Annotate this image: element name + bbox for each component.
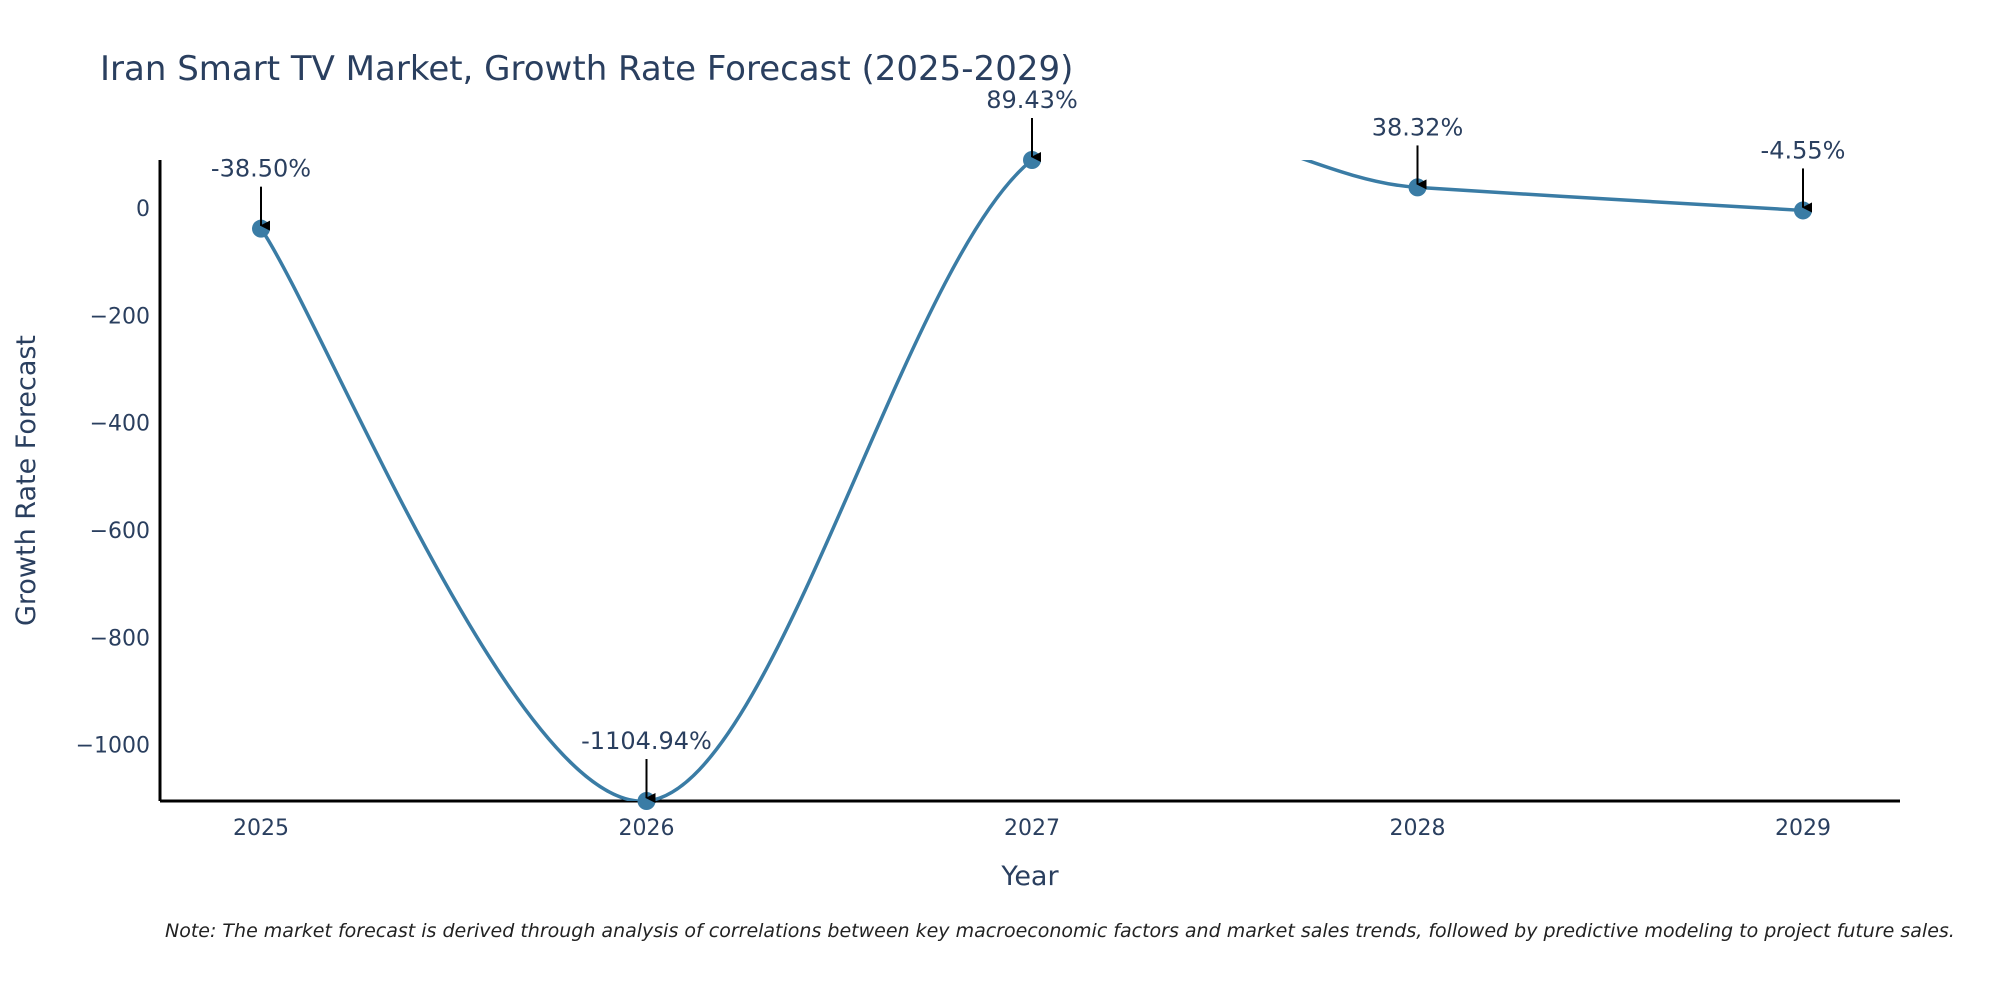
x-tick-label: 2026	[619, 816, 675, 841]
x-tick-label: 2025	[233, 816, 289, 841]
x-axis-ticks: 2025 2026 2027 2028 2029	[233, 816, 1831, 841]
y-tick-label: −1000	[76, 734, 150, 759]
y-tick-label: −800	[90, 626, 150, 651]
data-label: -4.55%	[1761, 136, 1846, 164]
y-tick-label: 0	[136, 197, 150, 222]
y-axis-title: Growth Rate Forecast	[11, 335, 42, 626]
x-tick-label: 2027	[1004, 816, 1060, 841]
y-tick-label: −200	[90, 304, 150, 329]
y-tick-label: −400	[90, 412, 150, 437]
data-label: 38.32%	[1372, 113, 1464, 141]
data-labels-layer: -38.50% -1104.94% 89.43% 38.32% -4.55%	[211, 86, 1846, 803]
x-axis-title: Year	[1000, 861, 1059, 892]
forecast-note: Note: The market forecast is derived thr…	[165, 920, 1955, 942]
series-line	[259, 160, 1804, 801]
x-tick-label: 2028	[1390, 816, 1446, 841]
data-label: 89.43%	[986, 86, 1078, 114]
y-tick-label: −600	[90, 519, 150, 544]
chart-title: Iran Smart TV Market, Growth Rate Foreca…	[100, 49, 1073, 89]
series-layer	[252, 151, 1812, 810]
x-tick-label: 2029	[1775, 816, 1831, 841]
y-axis-ticks: 0 −200 −400 −600 −800 −1000	[76, 197, 150, 759]
data-label: -1104.94%	[581, 727, 712, 755]
data-label: -38.50%	[211, 155, 311, 183]
